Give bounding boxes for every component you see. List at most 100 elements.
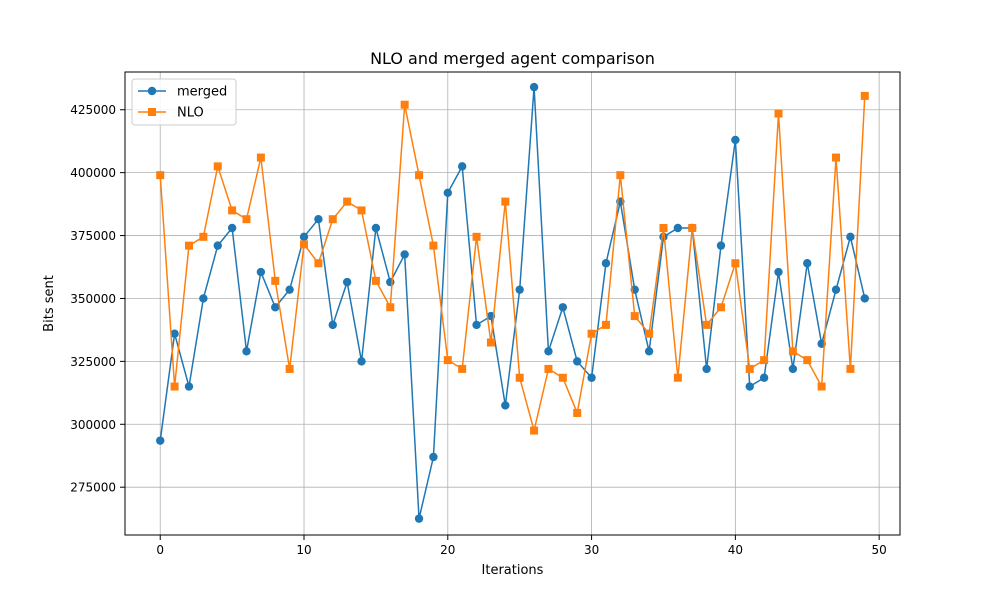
y-tick-label: 300000 [70, 418, 116, 432]
data-point-nlo [199, 233, 207, 241]
data-point-nlo [415, 171, 423, 179]
data-point-nlo [789, 347, 797, 355]
data-point-nlo [832, 154, 840, 162]
y-tick-label: 350000 [70, 292, 116, 306]
data-point-nlo [803, 356, 811, 364]
data-point-nlo [573, 409, 581, 417]
data-point-nlo [458, 365, 466, 373]
data-point-nlo [156, 171, 164, 179]
data-point-nlo [516, 374, 524, 382]
data-point-nlo [343, 198, 351, 206]
data-point-nlo [487, 339, 495, 347]
data-point-merged [587, 374, 595, 382]
data-point-merged [803, 259, 811, 267]
data-point-nlo [386, 303, 394, 311]
data-point-merged [343, 278, 351, 286]
data-point-nlo [530, 427, 538, 435]
data-point-merged [199, 294, 207, 302]
data-point-merged [861, 294, 869, 302]
legend-marker-merged [148, 87, 156, 95]
data-point-merged [559, 303, 567, 311]
data-point-nlo [588, 330, 596, 338]
data-point-nlo [846, 365, 854, 373]
data-point-nlo [286, 365, 294, 373]
data-point-nlo [544, 365, 552, 373]
chart-title: NLO and merged agent comparison [370, 49, 655, 68]
data-point-merged [300, 233, 308, 241]
data-point-nlo [746, 365, 754, 373]
data-point-nlo [616, 171, 624, 179]
data-point-merged [760, 374, 768, 382]
data-point-nlo [242, 215, 250, 223]
data-point-merged [674, 224, 682, 232]
x-tick-label: 30 [584, 543, 599, 557]
x-tick-label: 40 [728, 543, 743, 557]
legend-label-nlo: NLO [177, 106, 204, 121]
y-tick-label: 375000 [70, 229, 116, 243]
data-point-nlo [818, 383, 826, 391]
data-point-merged [645, 347, 653, 355]
data-point-nlo [271, 277, 279, 285]
data-point-merged [501, 401, 509, 409]
data-point-merged [415, 514, 423, 522]
data-point-nlo [372, 277, 380, 285]
data-point-merged [386, 278, 394, 286]
data-point-merged [185, 382, 193, 390]
y-tick-label: 275000 [70, 481, 116, 495]
x-axis-label: Iterations [482, 563, 544, 578]
data-point-merged [702, 365, 710, 373]
y-tick-label: 425000 [70, 103, 116, 117]
data-point-merged [789, 365, 797, 373]
data-point-nlo [228, 206, 236, 214]
data-point-merged [774, 268, 782, 276]
data-point-nlo [659, 224, 667, 232]
x-tick-label: 10 [296, 543, 311, 557]
data-point-nlo [775, 110, 783, 118]
data-point-merged [472, 321, 480, 329]
data-point-nlo [444, 356, 452, 364]
legend-label-merged: merged [177, 85, 227, 100]
data-point-merged [444, 189, 452, 197]
y-tick-label: 325000 [70, 355, 116, 369]
data-point-merged [846, 233, 854, 241]
data-point-nlo [631, 312, 639, 320]
data-point-merged [329, 321, 337, 329]
data-point-merged [257, 268, 265, 276]
data-point-nlo [501, 198, 509, 206]
data-point-nlo [731, 259, 739, 267]
data-point-nlo [674, 374, 682, 382]
data-point-nlo [688, 224, 696, 232]
data-point-nlo [645, 330, 653, 338]
data-point-merged [530, 83, 538, 91]
x-tick-label: 0 [156, 543, 164, 557]
data-point-nlo [703, 321, 711, 329]
data-point-nlo [300, 240, 308, 248]
data-point-merged [285, 285, 293, 293]
data-point-merged [544, 347, 552, 355]
y-tick-label: 400000 [70, 166, 116, 180]
data-point-nlo [559, 374, 567, 382]
y-axis-label: Bits sent [42, 275, 57, 332]
data-point-nlo [717, 303, 725, 311]
data-point-nlo [171, 383, 179, 391]
data-point-nlo [214, 162, 222, 170]
data-point-merged [515, 285, 523, 293]
data-point-nlo [329, 215, 337, 223]
data-point-nlo [314, 259, 322, 267]
data-point-merged [602, 259, 610, 267]
data-point-merged [731, 136, 739, 144]
data-point-merged [228, 224, 236, 232]
data-point-nlo [473, 233, 481, 241]
data-point-nlo [401, 101, 409, 109]
data-point-merged [832, 285, 840, 293]
data-point-merged [357, 357, 365, 365]
data-point-nlo [358, 206, 366, 214]
data-point-nlo [861, 92, 869, 100]
data-point-merged [746, 382, 754, 390]
legend-marker-nlo [148, 108, 156, 116]
x-tick-label: 50 [872, 543, 887, 557]
data-point-merged [156, 436, 164, 444]
data-point-merged [372, 224, 380, 232]
